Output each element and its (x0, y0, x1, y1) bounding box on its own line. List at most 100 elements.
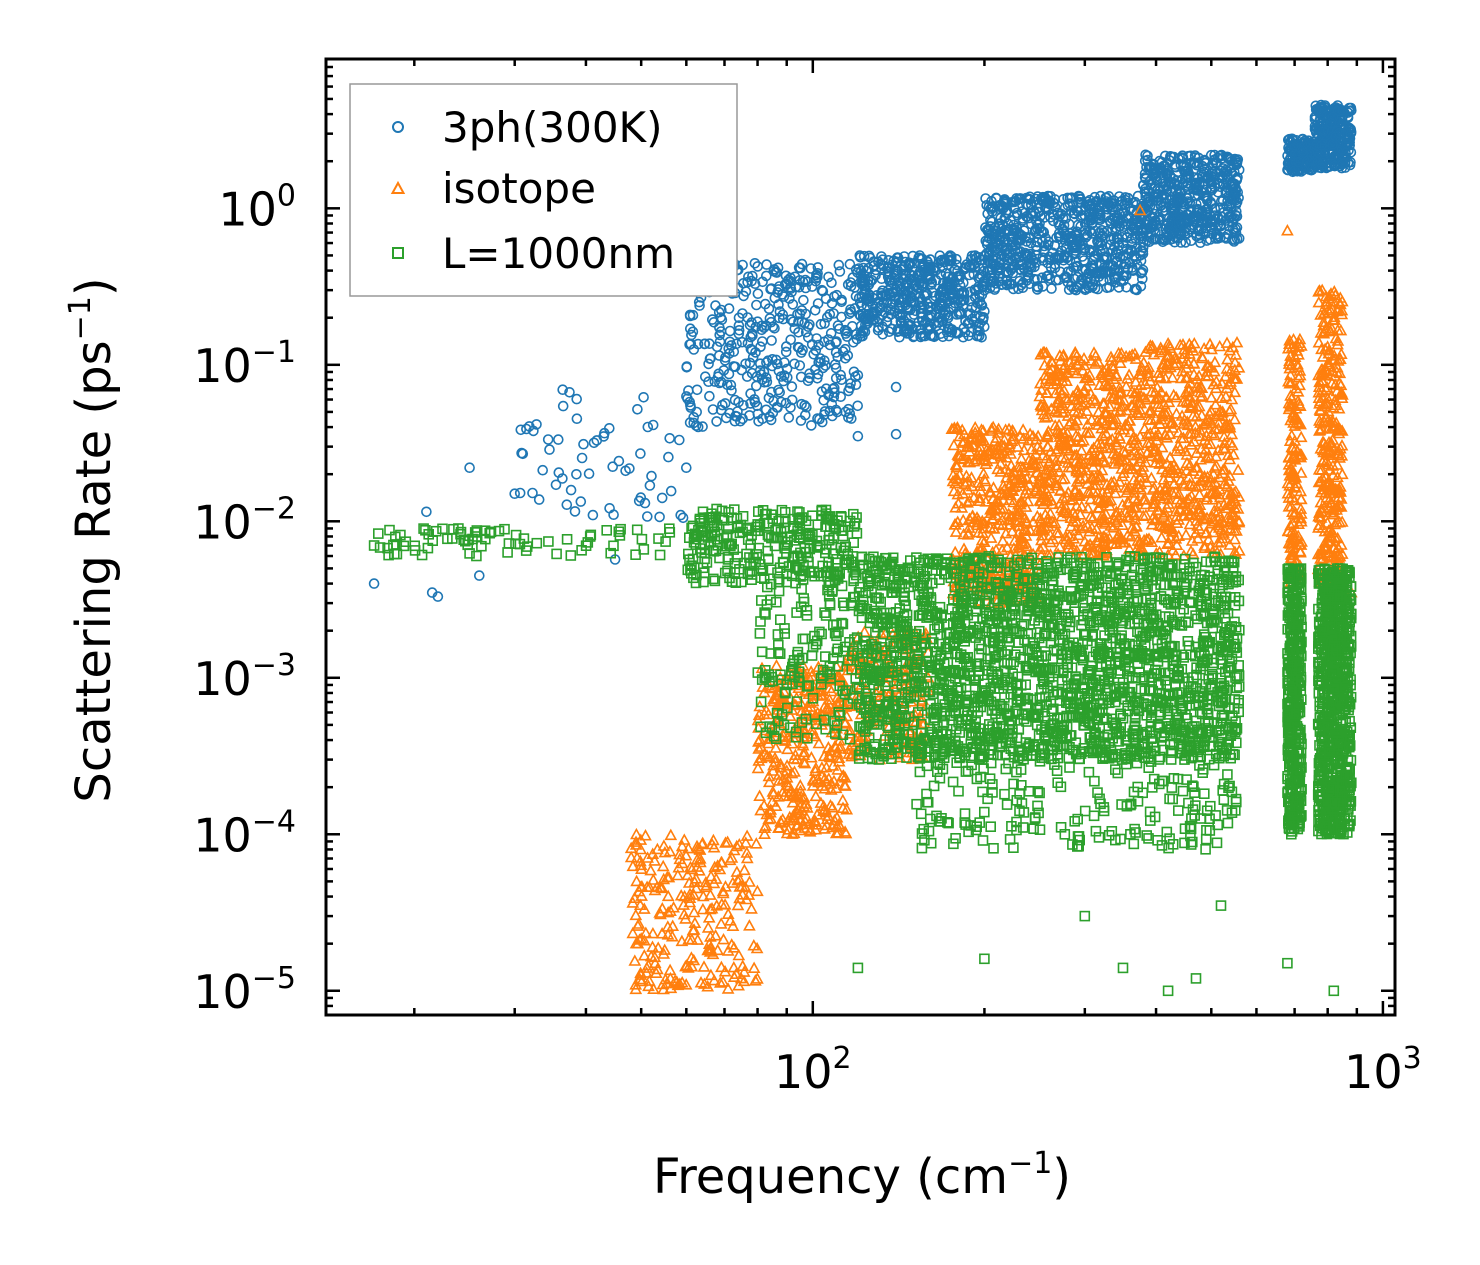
data-point-circle (799, 274, 811, 286)
data-point-circle (685, 338, 697, 350)
data-point-circle (979, 285, 990, 296)
data-point-circle (898, 251, 910, 262)
data-point-circle (714, 336, 726, 348)
data-point-circle (854, 250, 866, 261)
data-point-triangle (639, 829, 652, 841)
data-point-circle (723, 303, 735, 314)
data-point-circle (833, 259, 845, 271)
data-point-circle (846, 320, 858, 332)
data-point-circle (687, 309, 699, 321)
data-point-circle (683, 385, 694, 396)
data-point-circle (537, 464, 549, 476)
data-point-circle (891, 268, 902, 280)
data-point-circle (903, 320, 914, 332)
data-point-circle (812, 267, 823, 279)
data-point-circle (857, 274, 868, 286)
data-point-circle (725, 379, 737, 391)
data-point-circle (824, 308, 836, 320)
data-point-circle (527, 487, 538, 499)
data-point-circle (464, 462, 475, 474)
data-point-circle (829, 359, 841, 370)
data-point-circle (823, 388, 835, 400)
data-point-circle (805, 420, 817, 431)
data-point-circle (783, 412, 795, 423)
data-point-circle (749, 257, 761, 269)
data-point-circle (859, 280, 870, 292)
data-point-circle (786, 381, 798, 392)
data-point-circle (761, 357, 772, 368)
data-point-circle (836, 294, 847, 306)
data-point-circle (882, 311, 894, 323)
data-point-circle (852, 430, 864, 442)
data-point-circle (533, 494, 545, 505)
data-point-circle (812, 298, 824, 309)
data-point-circle (711, 341, 723, 353)
data-point-circle (703, 358, 714, 370)
data-point-triangle (721, 907, 735, 920)
data-point-circle (680, 462, 692, 474)
data-point-triangle (1205, 391, 1218, 403)
data-point-circle (684, 417, 696, 428)
data-point-circle (699, 338, 710, 350)
data-point-circle (780, 346, 792, 358)
data-point-circle (553, 467, 565, 478)
data-point-circle (868, 256, 879, 268)
data-point-circle (715, 404, 727, 416)
data-point-circle (749, 278, 761, 290)
data-point-circle (895, 315, 907, 327)
data-point-circle (599, 427, 610, 439)
data-point-circle (663, 451, 674, 463)
data-point-triangle (726, 919, 740, 932)
data-point-circle (704, 390, 715, 402)
data-point-circle (714, 329, 726, 341)
data-point-circle (779, 279, 791, 290)
data-point-circle (817, 362, 829, 374)
data-point-circle (824, 405, 836, 417)
data-point-circle (718, 365, 730, 376)
data-point-circle (583, 468, 595, 480)
data-point-circle (816, 284, 828, 296)
data-point-circle (552, 434, 564, 445)
data-point-circle (942, 321, 954, 333)
data-point-circle (844, 258, 856, 270)
data-point-circle (858, 250, 870, 262)
data-point-circle (773, 299, 784, 310)
data-point-circle (714, 322, 725, 333)
data-point-circle (923, 323, 934, 335)
data-point-circle (840, 406, 851, 418)
data-point-circle (737, 259, 748, 271)
data-point-circle (813, 339, 824, 351)
data-point-circle (815, 357, 826, 368)
data-point-circle (917, 260, 928, 271)
data-point-circle (943, 295, 955, 307)
data-point-circle (771, 358, 783, 370)
data-point-circle (635, 492, 647, 503)
data-point-circle (576, 452, 588, 464)
data-point-triangle (751, 884, 764, 897)
data-point-circle (953, 327, 964, 339)
data-point-triangle (753, 789, 766, 802)
data-point-circle (981, 248, 993, 259)
data-point-circle (713, 350, 725, 361)
data-point-circle (852, 400, 864, 412)
data-point-circle (826, 410, 838, 422)
data-point-circle (421, 506, 432, 518)
data-point-triangle (1231, 463, 1245, 475)
data-point-triangle (724, 914, 737, 926)
data-point-circle (852, 369, 864, 381)
data-point-triangle (737, 965, 751, 977)
data-point-circle (752, 261, 764, 272)
data-point-circle (635, 448, 646, 459)
data-point-circle (742, 337, 754, 349)
data-point-circle (771, 401, 783, 413)
data-point-circle (823, 271, 834, 283)
data-point-circle (644, 480, 656, 491)
data-point-circle (925, 329, 937, 341)
data-point-circle (787, 299, 799, 310)
data-point-circle (694, 300, 705, 311)
data-point-circle (832, 320, 844, 331)
data-point-circle (839, 343, 851, 355)
data-point-circle (664, 432, 676, 444)
data-point-circle (876, 251, 887, 262)
data-point-circle (774, 312, 785, 324)
